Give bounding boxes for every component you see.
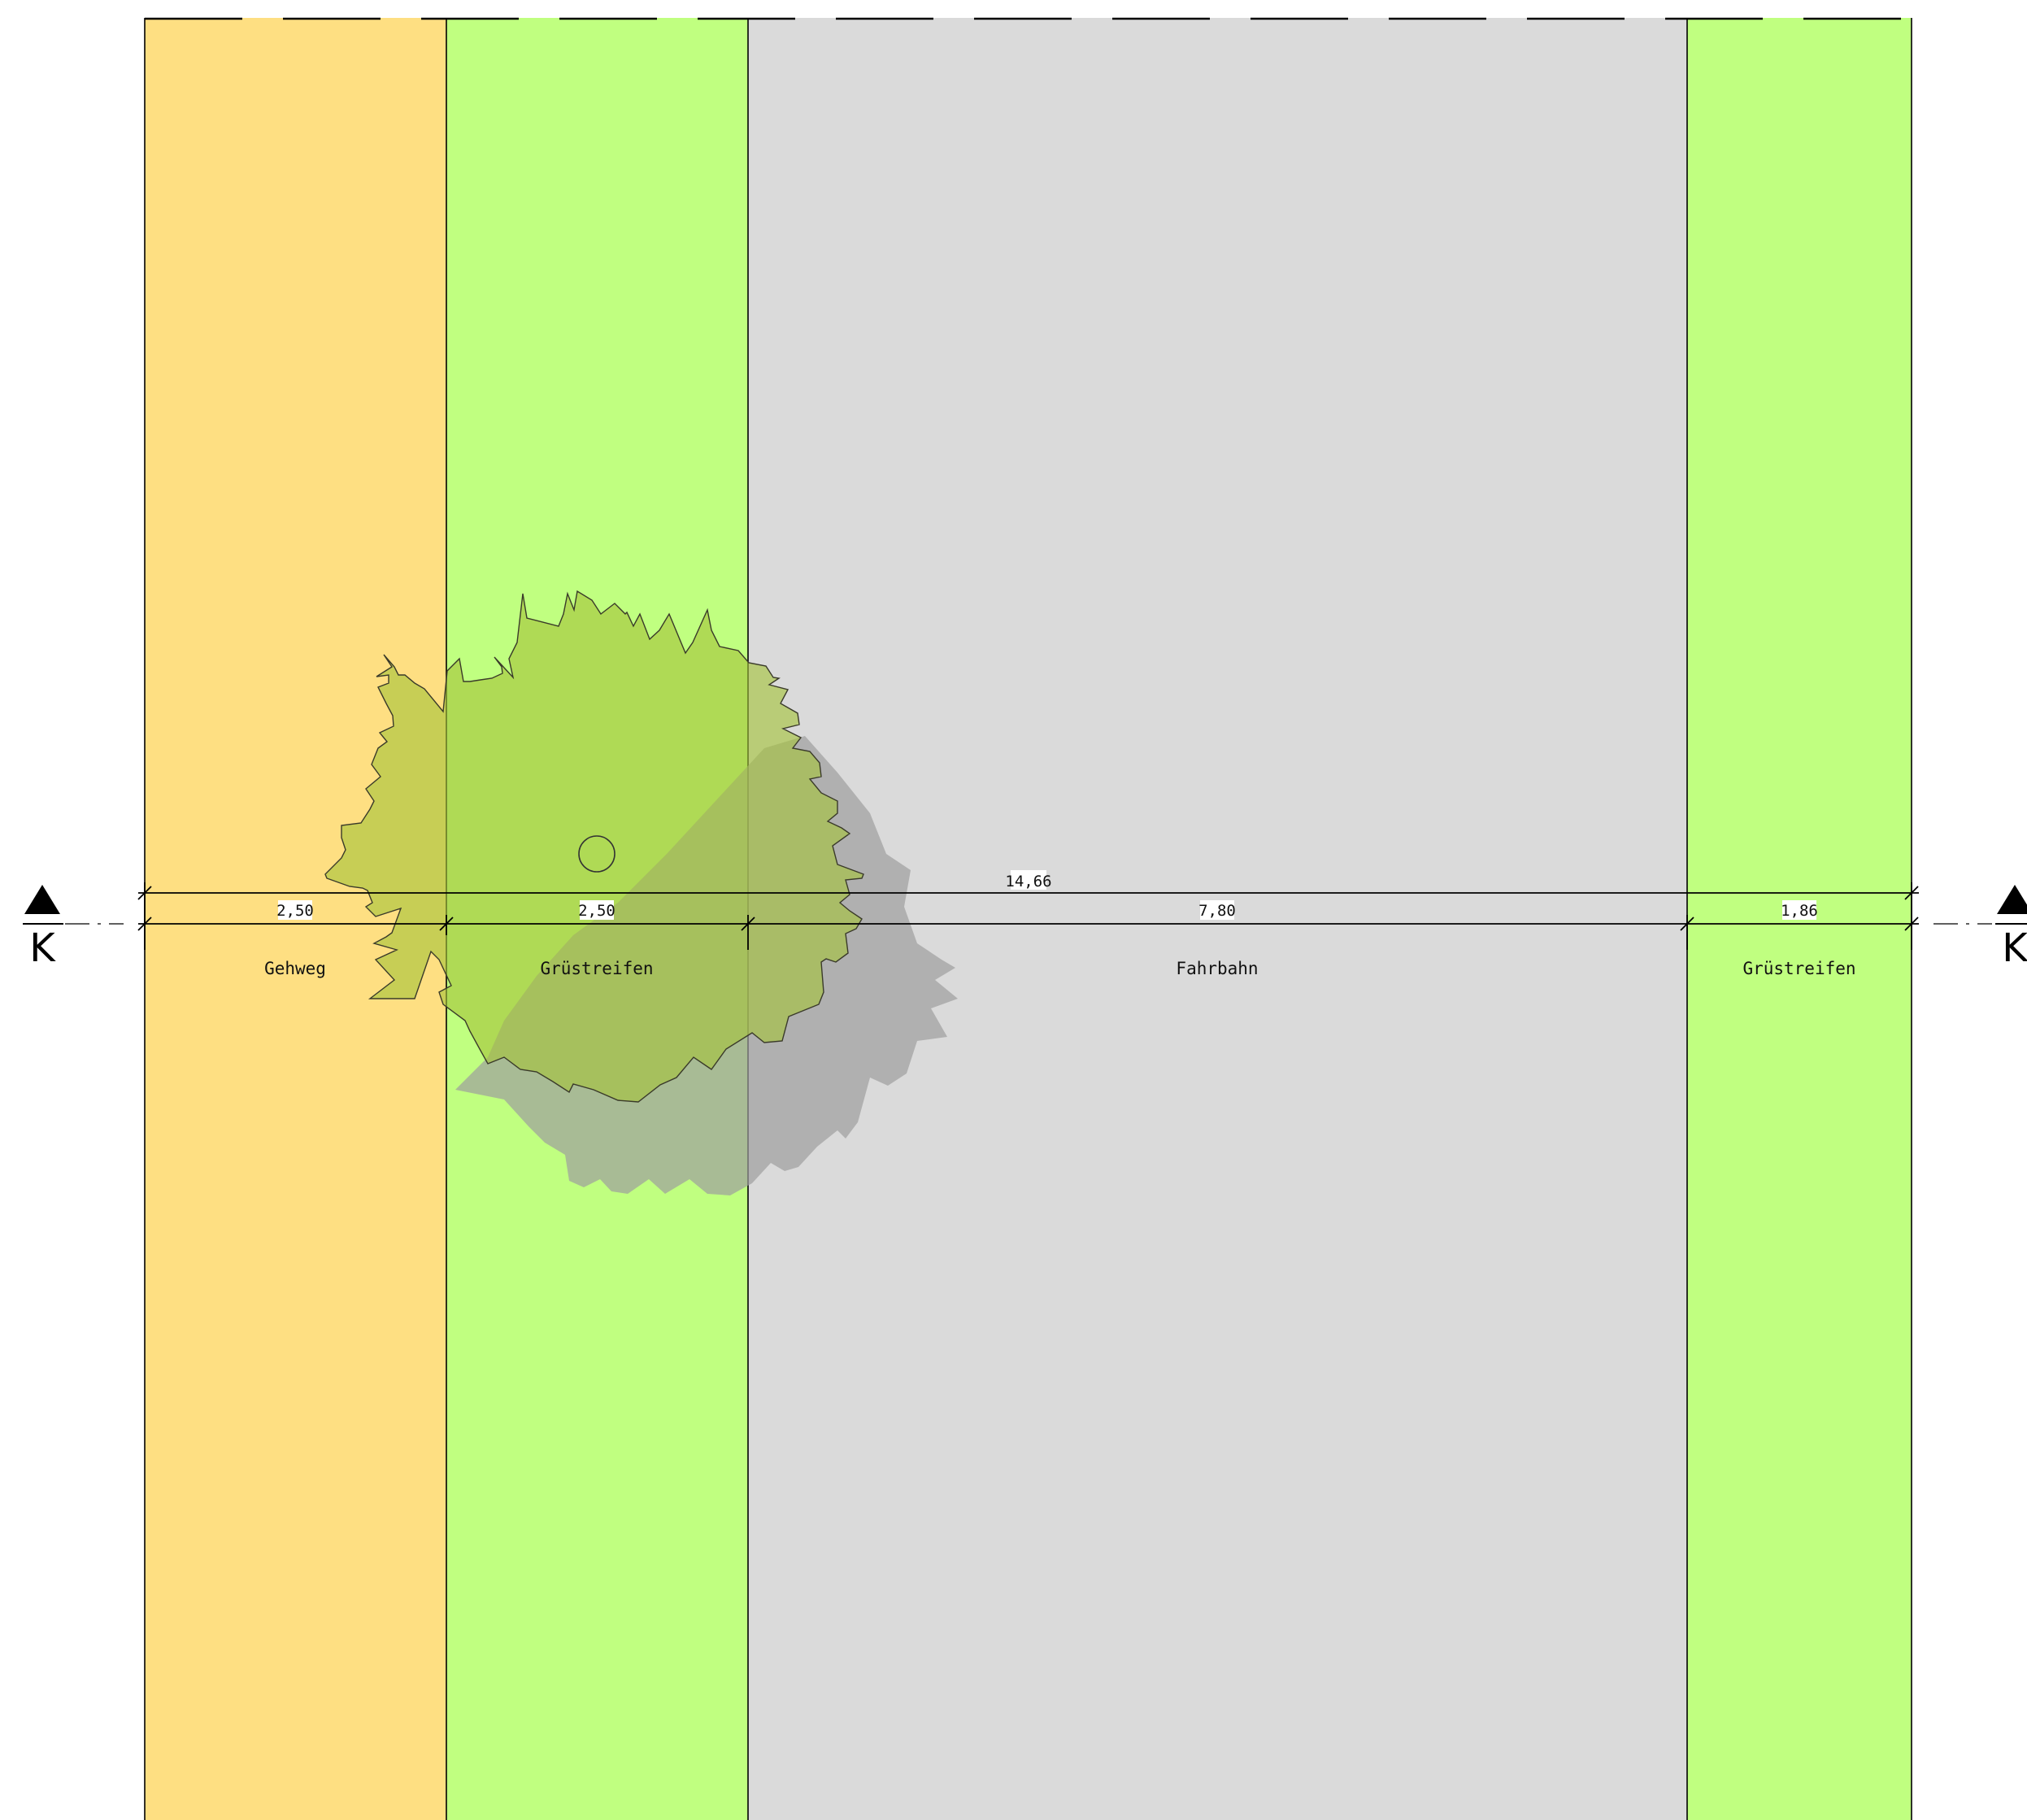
section-marker-left-label: K: [29, 925, 56, 971]
zone-label-gruenstreifen-left: Grüstreifen: [540, 959, 653, 978]
total-dimension-label-bg: [1011, 870, 1046, 890]
width-label-bg-1: [580, 900, 614, 920]
width-label-bg-2: [1200, 900, 1234, 920]
section-marker-right: K: [1995, 885, 2027, 971]
tree-crown: [324, 590, 864, 1103]
dimension-lines: [137, 882, 1919, 950]
zone-label-fahrbahn: Fahrbahn: [1176, 959, 1258, 978]
section-marker-right-label: K: [2002, 925, 2027, 971]
zone-label-gehweg: Gehweg: [264, 959, 326, 978]
width-label-bg-3: [1782, 900, 1816, 920]
zone-width-gruenstreifen-right: 1,86: [1781, 902, 1818, 920]
section-arrow-icon: [1997, 885, 2027, 914]
section-arrow-icon: [24, 885, 60, 914]
zone-label-gruenstreifen-right: Grüstreifen: [1742, 959, 1855, 978]
width-label-bg-0: [278, 900, 312, 920]
zone-width-gehweg: 2,50: [276, 902, 314, 920]
total-dimension-label: 14,66: [1005, 873, 1051, 890]
tree-trunk-icon: [578, 835, 615, 873]
section-marker-left: K: [23, 885, 63, 971]
zone-width-fahrbahn: 7,80: [1198, 902, 1236, 920]
zone-width-gruenstreifen-left: 2,50: [578, 902, 615, 920]
